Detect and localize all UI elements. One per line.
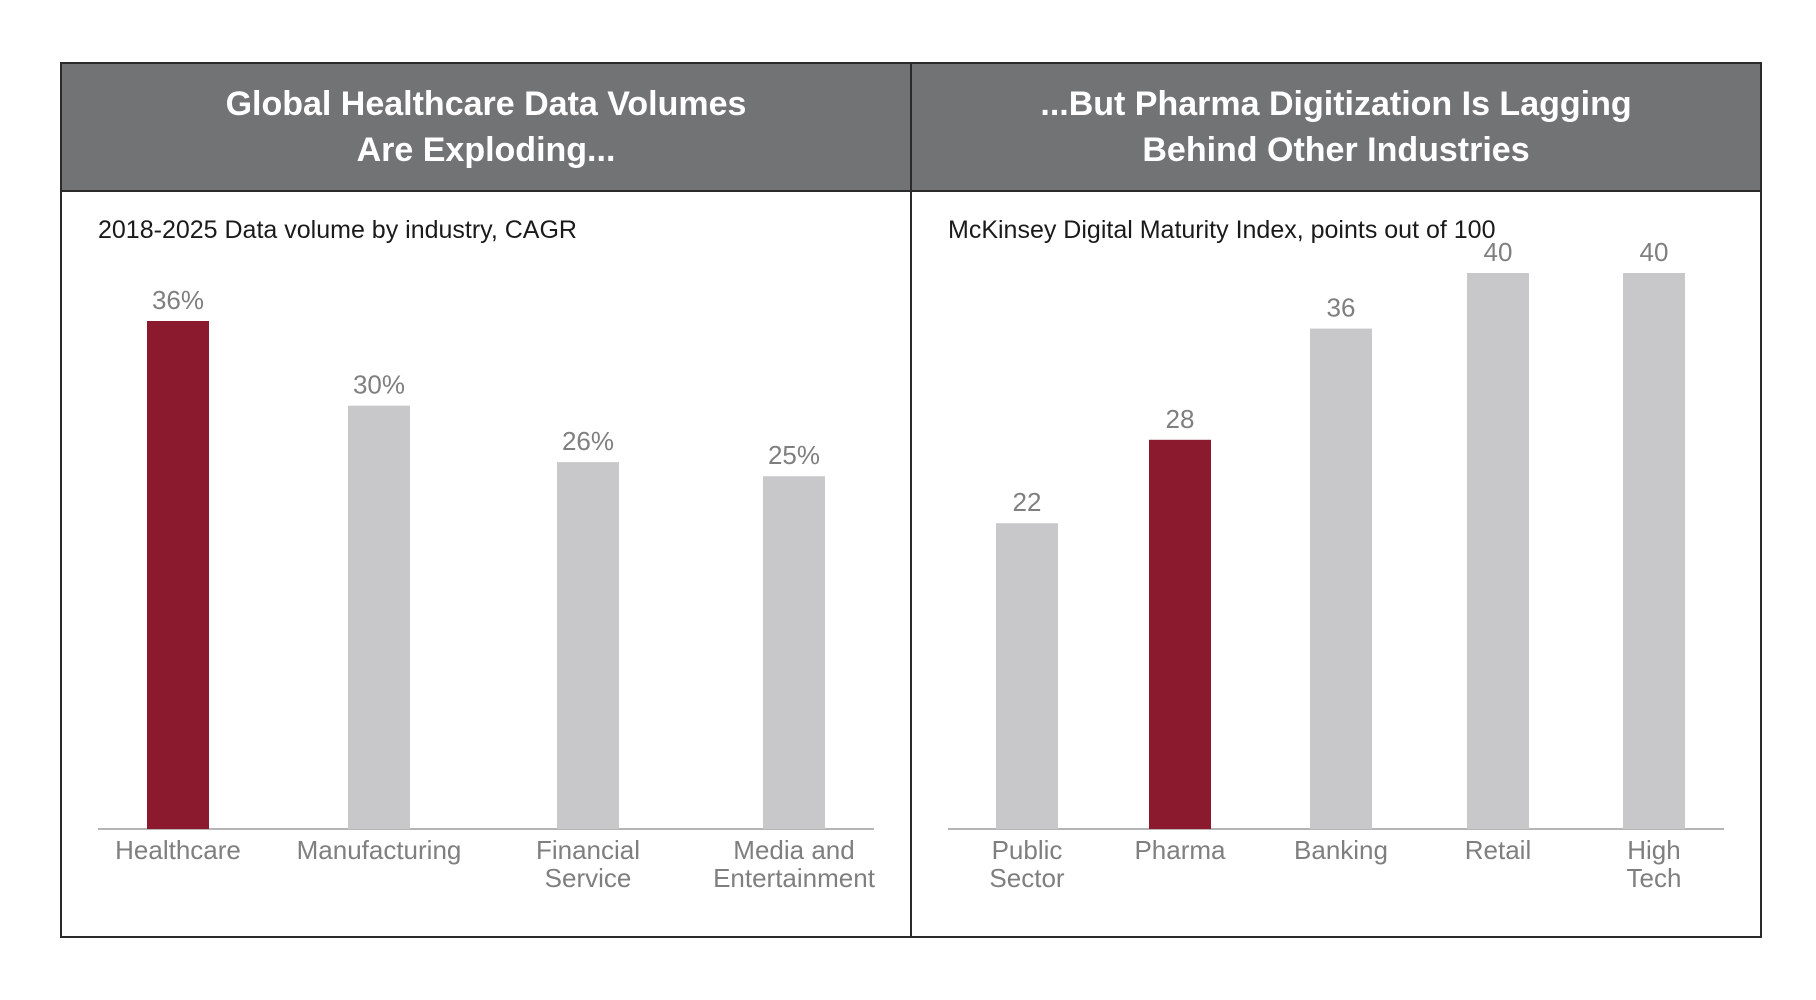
value-label-healthcare: 36% — [152, 285, 204, 315]
chart-frame: Global Healthcare Data Volumes Are Explo… — [60, 62, 1762, 938]
value-label-public-sector: 22 — [1013, 487, 1042, 517]
left-panel-body: 2018-2025 Data volume by industry, CAGR … — [62, 192, 910, 936]
left-chart-subtitle: 2018-2025 Data volume by industry, CAGR — [98, 216, 577, 244]
category-label-banking: Banking — [1294, 835, 1388, 865]
right-panel-title: ...But Pharma Digitization Is Lagging Be… — [1040, 85, 1632, 169]
bar-public-sector — [996, 523, 1058, 829]
right-panel-header: ...But Pharma Digitization Is Lagging Be… — [912, 64, 1760, 192]
bar-manufacturing — [348, 405, 410, 829]
data-volume-bar-chart: 36% Healthcare 30% Manufacturing 26% Financia… — [98, 285, 876, 893]
value-label-banking: 36 — [1327, 293, 1356, 323]
digital-maturity-bar-chart: 22 Public Sector 28 Pharma 36 Banking 40 Retail 4… — [948, 237, 1724, 893]
left-panel-header: Global Healthcare Data Volumes Are Explo… — [62, 64, 910, 192]
category-label-high-tech: High Tech — [1627, 835, 1682, 893]
left-panel: Global Healthcare Data Volumes Are Explo… — [62, 64, 910, 936]
right-panel-body: McKinsey Digital Maturity Index, points … — [912, 192, 1760, 936]
bar-banking — [1310, 328, 1372, 829]
bar-financial-service — [557, 462, 619, 829]
category-label-media-and-entertainment: Media and Entertainment — [713, 835, 876, 893]
value-label-retail: 40 — [1484, 237, 1513, 267]
category-label-healthcare: Healthcare — [115, 835, 241, 865]
value-label-media-and-entertainment: 25% — [768, 440, 820, 470]
category-label-retail: Retail — [1465, 835, 1531, 865]
category-label-financial-service: Financial Service — [536, 835, 640, 893]
value-label-financial-service: 26% — [562, 426, 614, 456]
bar-healthcare — [147, 321, 209, 829]
value-label-pharma: 28 — [1166, 404, 1195, 434]
category-label-public-sector: Public Sector — [989, 835, 1064, 893]
bar-pharma — [1149, 439, 1211, 829]
bar-high-tech — [1623, 273, 1685, 829]
left-panel-title: Global Healthcare Data Volumes Are Explo… — [225, 85, 747, 169]
bar-media-and-entertainment — [763, 476, 825, 829]
bar-retail — [1467, 273, 1529, 829]
value-label-manufacturing: 30% — [353, 370, 405, 400]
value-label-high-tech: 40 — [1640, 237, 1669, 267]
category-label-pharma: Pharma — [1134, 835, 1226, 865]
category-label-manufacturing: Manufacturing — [297, 835, 462, 865]
right-panel: ...But Pharma Digitization Is Lagging Be… — [910, 64, 1760, 936]
right-chart-subtitle: McKinsey Digital Maturity Index, points … — [948, 216, 1496, 244]
